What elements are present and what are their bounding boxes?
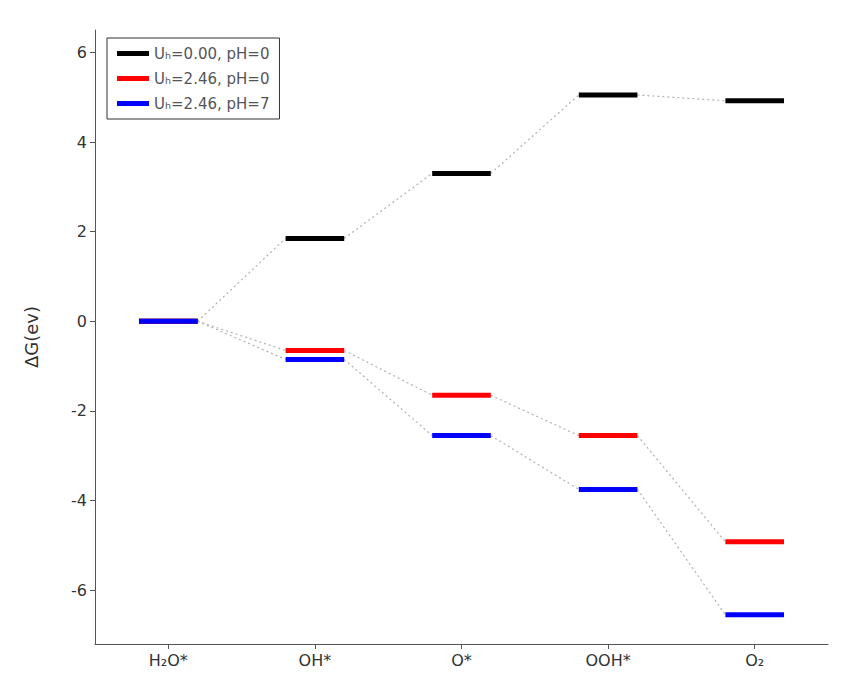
- svg-text:OH*: OH*: [299, 651, 332, 670]
- svg-text:O₂: O₂: [745, 651, 764, 670]
- svg-text:Uₕ=0.00, pH=0: Uₕ=0.00, pH=0: [154, 45, 269, 63]
- svg-text:0: 0: [77, 312, 87, 331]
- svg-text:ΔG(ev): ΔG(ev): [21, 306, 42, 368]
- svg-text:Uₕ=2.46, pH=7: Uₕ=2.46, pH=7: [154, 95, 269, 113]
- svg-text:-6: -6: [71, 581, 87, 600]
- svg-text:-2: -2: [71, 401, 87, 420]
- svg-text:Uₕ=2.46, pH=0: Uₕ=2.46, pH=0: [154, 70, 269, 88]
- svg-text:OOH*: OOH*: [585, 651, 630, 670]
- svg-text:-4: -4: [71, 491, 87, 510]
- svg-text:H₂O*: H₂O*: [149, 651, 188, 670]
- svg-text:4: 4: [77, 133, 87, 152]
- svg-text:6: 6: [77, 43, 87, 62]
- svg-text:O*: O*: [451, 651, 472, 670]
- svg-text:2: 2: [77, 222, 87, 241]
